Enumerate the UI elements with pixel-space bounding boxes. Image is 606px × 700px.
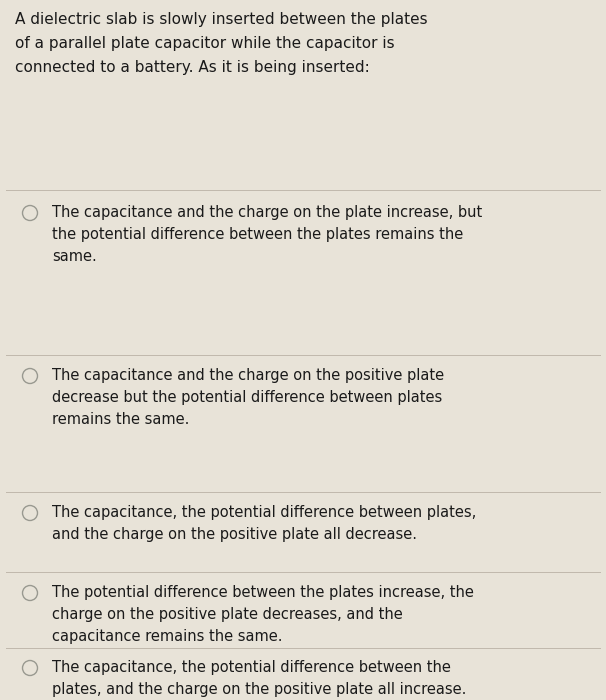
Text: The potential difference between the plates increase, the
charge on the positive: The potential difference between the pla… [52, 585, 474, 645]
Text: The capacitance and the charge on the plate increase, but
the potential differen: The capacitance and the charge on the pl… [52, 205, 482, 265]
Text: The capacitance, the potential difference between the
plates, and the charge on : The capacitance, the potential differenc… [52, 660, 467, 697]
Text: A dielectric slab is slowly inserted between the plates
of a parallel plate capa: A dielectric slab is slowly inserted bet… [15, 12, 428, 75]
Text: The capacitance and the charge on the positive plate
decrease but the potential : The capacitance and the charge on the po… [52, 368, 444, 428]
Text: The capacitance, the potential difference between plates,
and the charge on the : The capacitance, the potential differenc… [52, 505, 476, 542]
